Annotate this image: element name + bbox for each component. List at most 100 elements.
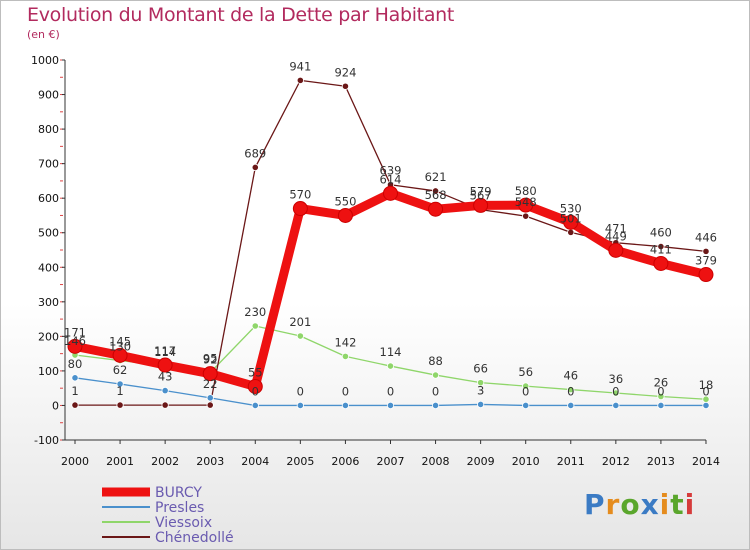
data-label-burcy: 580 — [515, 184, 537, 198]
y-tick-label: 500 — [38, 227, 59, 240]
data-label-presles: 0 — [702, 384, 709, 398]
y-tick-label: 900 — [38, 89, 59, 102]
data-label-presles: 0 — [612, 384, 619, 398]
data-point-burcy — [653, 255, 669, 271]
logo-letter: o — [620, 488, 641, 521]
data-label-chnedoll: 1 — [71, 384, 78, 398]
data-point-burcy — [112, 347, 128, 363]
data-point-burcy — [247, 378, 263, 394]
data-point-presles — [251, 401, 259, 410]
data-point-chnedoll — [161, 401, 169, 409]
data-point-presles — [386, 401, 395, 410]
data-point-presles — [71, 374, 79, 382]
x-tick-label: 2004 — [241, 455, 269, 468]
data-label-presles: 0 — [432, 384, 439, 398]
y-axis-ticks: -100 0 100 200 300 400 500 600 700 800 900 1000 — [31, 54, 65, 447]
data-label-viessoix: 26 — [654, 375, 669, 389]
data-point-chnedoll — [206, 401, 214, 409]
legend-label-presles: Presles — [155, 500, 204, 516]
logo-letter: r — [605, 488, 621, 521]
data-label-viessoix: 88 — [428, 354, 443, 368]
data-label-viessoix: 46 — [563, 369, 578, 383]
logo-letter: x — [640, 488, 660, 521]
data-label-chnedoll: 1 — [116, 384, 123, 398]
data-point-presles — [612, 401, 620, 410]
data-point-chnedoll — [251, 163, 259, 172]
chart-title: Evolution du Montant de la Dette par Hab… — [27, 4, 455, 26]
data-label-viessoix: 95 — [203, 352, 218, 366]
data-label-burcy: 570 — [289, 188, 311, 202]
data-label-chnedoll: 689 — [244, 146, 266, 160]
data-point-chnedoll — [431, 187, 440, 195]
y-tick-label: 0 — [52, 399, 59, 412]
series-points — [67, 76, 714, 410]
data-point-chnedoll — [522, 212, 530, 220]
y-tick-label: 600 — [38, 192, 59, 205]
data-label-chnedoll: 567 — [470, 189, 492, 203]
data-point-burcy — [292, 201, 308, 217]
data-point-presles — [161, 386, 169, 395]
data-label-presles: 3 — [477, 383, 484, 397]
data-label-viessoix: 130 — [109, 340, 131, 354]
x-tick-label: 2008 — [422, 455, 450, 468]
y-tick-label: 400 — [38, 261, 59, 274]
data-point-viessoix — [657, 392, 665, 401]
x-tick-label: 2013 — [647, 455, 675, 468]
data-point-presles — [341, 401, 350, 410]
data-point-chnedoll — [296, 76, 304, 84]
logo-letter: i — [684, 488, 696, 521]
data-point-burcy — [428, 201, 444, 217]
data-point-burcy — [157, 357, 173, 373]
data-label-burcy: 55 — [248, 365, 263, 379]
legend-label-viessoix: Viessoix — [155, 515, 212, 531]
data-point-chnedoll — [71, 401, 79, 409]
data-point-viessoix — [341, 352, 350, 360]
data-label-presles: 0 — [567, 384, 574, 398]
data-label-burcy: 550 — [334, 194, 356, 208]
data-point-presles — [431, 401, 440, 410]
y-tick-label: 100 — [38, 365, 59, 378]
data-label-viessoix: 66 — [473, 362, 488, 376]
y-tick-label: 300 — [38, 296, 59, 309]
data-label-presles: 0 — [342, 384, 349, 398]
data-point-viessoix — [431, 371, 440, 379]
data-point-viessoix — [386, 362, 395, 370]
data-label-burcy: 449 — [605, 229, 627, 243]
data-label-presles: 0 — [387, 384, 394, 398]
data-point-presles — [567, 401, 575, 410]
data-label-presles: 80 — [68, 357, 83, 371]
data-label-burcy: 579 — [470, 184, 492, 198]
data-label-presles: 62 — [113, 363, 128, 377]
data-label-viessoix: 230 — [244, 305, 266, 319]
data-point-viessoix — [251, 322, 259, 330]
x-tick-label: 2007 — [376, 455, 404, 468]
data-label-burcy: 614 — [380, 172, 402, 186]
data-label-chnedoll: 621 — [425, 170, 447, 184]
y-tick-label: 700 — [38, 158, 59, 171]
data-label-burcy: 568 — [425, 188, 447, 202]
data-label-burcy: 117 — [154, 344, 176, 358]
data-label-chnedoll: 548 — [515, 195, 537, 209]
y-tick-label: -100 — [34, 434, 59, 447]
data-point-viessoix — [612, 389, 620, 397]
data-label-burcy: 171 — [64, 325, 86, 339]
x-tick-label: 2011 — [557, 455, 585, 468]
y-tick-label: 800 — [38, 123, 59, 136]
data-label-viessoix: 18 — [699, 378, 714, 392]
data-point-presles — [116, 380, 124, 388]
data-label-viessoix: 36 — [609, 372, 624, 386]
proxiti-logo: Proxiti — [584, 488, 695, 521]
data-label-presles: 0 — [297, 384, 304, 398]
x-tick-label: 2003 — [196, 455, 224, 468]
data-point-presles — [477, 400, 485, 409]
x-tick-label: 2012 — [602, 455, 630, 468]
data-label-chnedoll: 639 — [380, 164, 402, 178]
data-label-presles: 0 — [657, 384, 664, 398]
data-point-presles — [702, 401, 710, 410]
logo-letter: i — [659, 488, 671, 521]
legend-label-chnedoll: Chénedollé — [155, 530, 234, 546]
y-tick-label: 1000 — [31, 54, 59, 67]
data-point-chnedoll — [116, 401, 124, 409]
data-label-viessoix: 114 — [154, 345, 176, 359]
